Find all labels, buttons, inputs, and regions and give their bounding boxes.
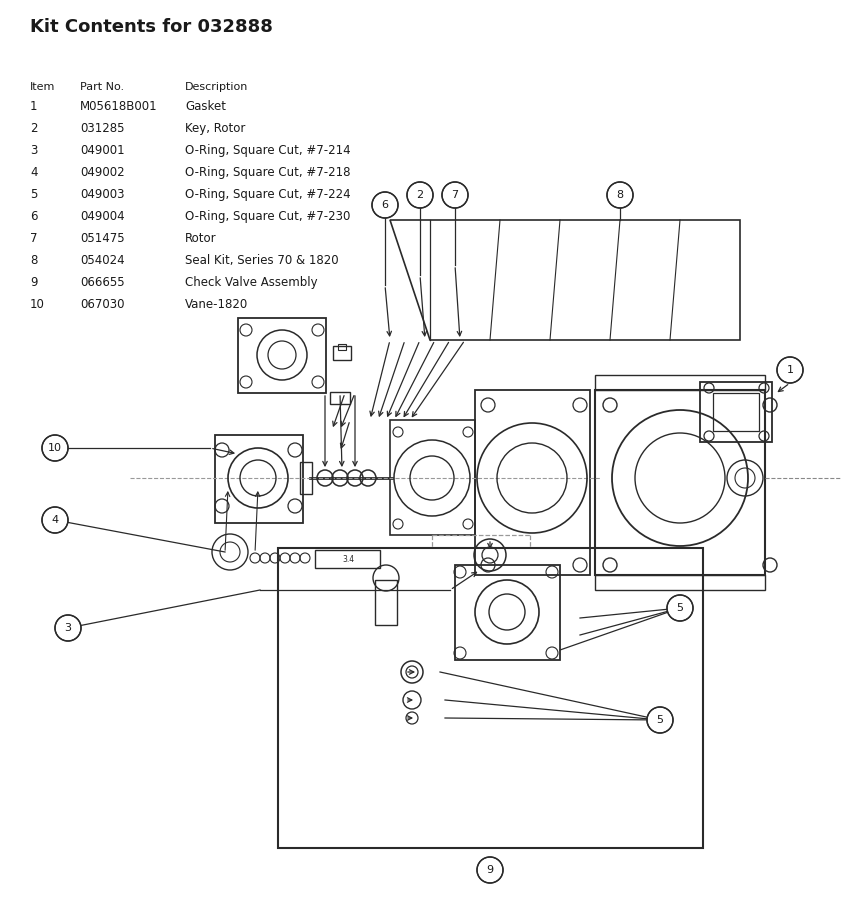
Circle shape <box>407 182 433 208</box>
Text: 10: 10 <box>48 443 62 453</box>
Text: 054024: 054024 <box>80 254 124 267</box>
Bar <box>330 392 350 404</box>
Text: 7: 7 <box>451 190 459 200</box>
Text: 049003: 049003 <box>80 188 124 201</box>
Bar <box>300 462 312 494</box>
Bar <box>315 550 380 568</box>
Text: O-Ring, Square Cut, #7-214: O-Ring, Square Cut, #7-214 <box>185 144 351 157</box>
Bar <box>595 575 765 590</box>
Bar <box>338 344 346 350</box>
Text: 6: 6 <box>382 200 389 210</box>
Text: Key, Rotor: Key, Rotor <box>185 122 245 135</box>
Circle shape <box>607 182 633 208</box>
Text: 049001: 049001 <box>80 144 124 157</box>
Circle shape <box>42 435 68 461</box>
Text: M05618B001: M05618B001 <box>80 100 157 113</box>
Circle shape <box>667 595 693 621</box>
Text: 049002: 049002 <box>80 166 124 179</box>
Bar <box>713 393 759 431</box>
Text: 6: 6 <box>30 210 37 223</box>
Text: 8: 8 <box>30 254 37 267</box>
Bar <box>595 390 765 575</box>
Circle shape <box>777 357 803 383</box>
Text: 051475: 051475 <box>80 232 124 245</box>
Text: O-Ring, Square Cut, #7-224: O-Ring, Square Cut, #7-224 <box>185 188 351 201</box>
Text: O-Ring, Square Cut, #7-218: O-Ring, Square Cut, #7-218 <box>185 166 351 179</box>
Text: 5: 5 <box>657 715 664 725</box>
Circle shape <box>372 192 398 218</box>
Text: 066655: 066655 <box>80 276 124 289</box>
Bar <box>238 318 326 393</box>
Text: 5: 5 <box>677 603 683 613</box>
Bar <box>375 580 397 625</box>
Text: Check Valve Assembly: Check Valve Assembly <box>185 276 318 289</box>
Text: Item: Item <box>30 82 55 92</box>
Text: Seal Kit, Series 70 & 1820: Seal Kit, Series 70 & 1820 <box>185 254 339 267</box>
Text: Part No.: Part No. <box>80 82 124 92</box>
Text: 1: 1 <box>786 365 793 375</box>
Bar <box>333 346 351 360</box>
Text: 5: 5 <box>30 188 37 201</box>
Text: Gasket: Gasket <box>185 100 226 113</box>
Text: 2: 2 <box>30 122 37 135</box>
Bar <box>390 420 475 535</box>
Text: 3: 3 <box>30 144 37 157</box>
Bar <box>278 548 703 848</box>
Bar <box>475 390 590 575</box>
Text: 9: 9 <box>30 276 37 289</box>
Text: 2: 2 <box>416 190 423 200</box>
Text: Description: Description <box>185 82 248 92</box>
Text: 049004: 049004 <box>80 210 124 223</box>
Text: 067030: 067030 <box>80 298 124 311</box>
Text: 8: 8 <box>616 190 624 200</box>
Text: 7: 7 <box>30 232 37 245</box>
Text: Kit Contents for 032888: Kit Contents for 032888 <box>30 18 273 36</box>
Text: 9: 9 <box>486 865 493 875</box>
Text: 1: 1 <box>30 100 37 113</box>
Text: 10: 10 <box>30 298 45 311</box>
Bar <box>700 382 772 442</box>
Circle shape <box>477 857 503 883</box>
Bar <box>215 435 303 523</box>
Text: Vane-1820: Vane-1820 <box>185 298 248 311</box>
Text: O-Ring, Square Cut, #7-230: O-Ring, Square Cut, #7-230 <box>185 210 351 223</box>
Text: 3.4: 3.4 <box>342 554 354 563</box>
Text: 4: 4 <box>30 166 37 179</box>
Bar <box>455 565 560 660</box>
Text: 4: 4 <box>52 515 59 525</box>
Circle shape <box>647 707 673 733</box>
Circle shape <box>55 615 81 641</box>
Circle shape <box>42 507 68 533</box>
Bar <box>595 375 765 390</box>
Text: Rotor: Rotor <box>185 232 217 245</box>
Circle shape <box>442 182 468 208</box>
Text: 031285: 031285 <box>80 122 124 135</box>
Text: 3: 3 <box>65 623 72 633</box>
